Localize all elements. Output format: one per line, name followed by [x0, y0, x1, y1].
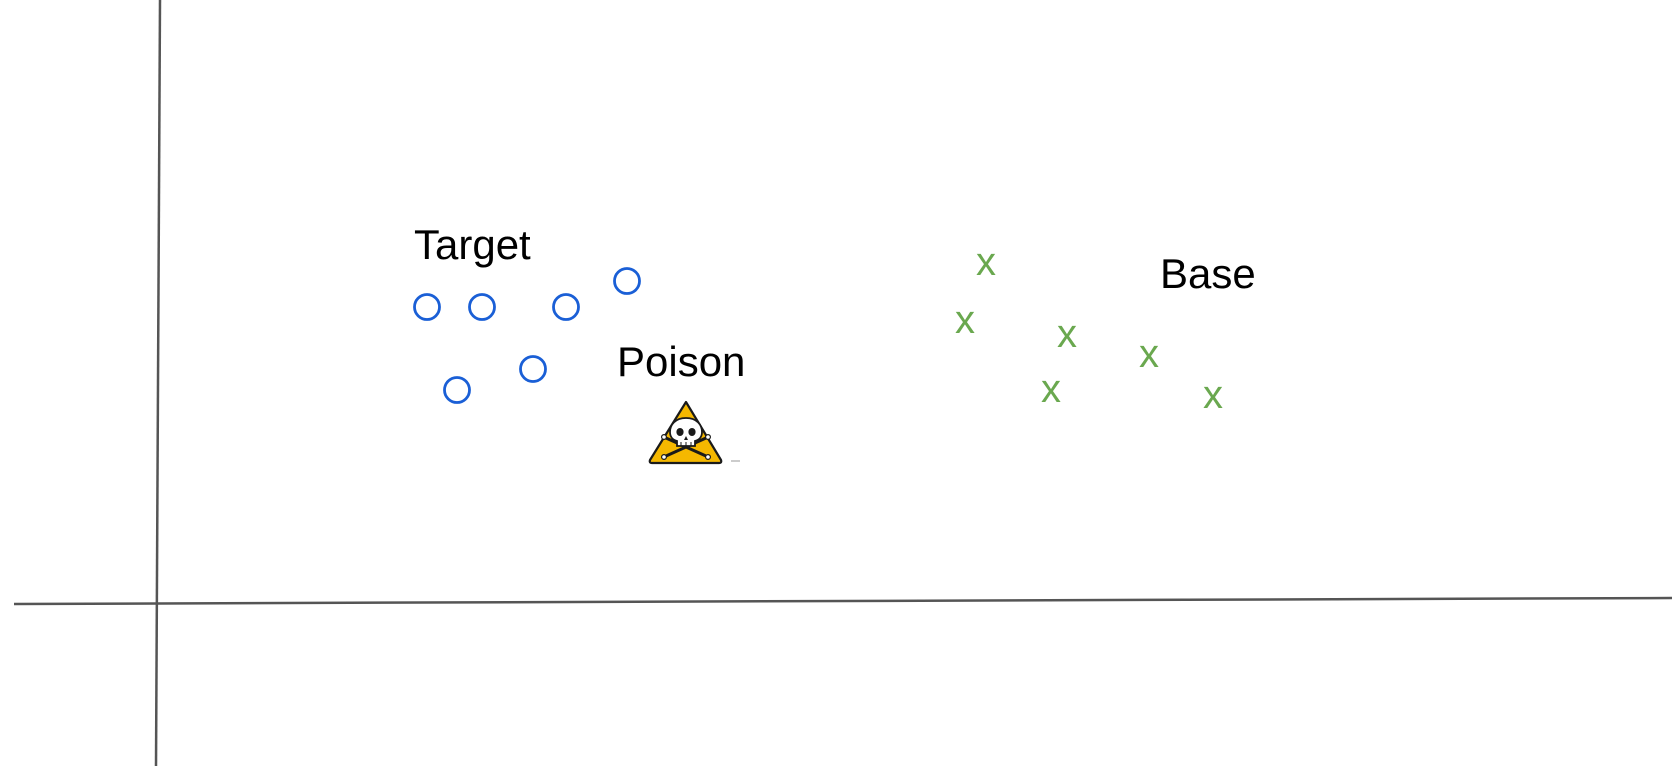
target-label: Target: [414, 221, 531, 268]
base-label: Base: [1160, 250, 1256, 297]
poison-label: Poison: [617, 338, 746, 385]
target-point: [413, 293, 441, 321]
base-point: x: [1041, 367, 1061, 411]
x-axis: [13, 596, 1672, 606]
target-point: [468, 293, 496, 321]
base-point: x: [1203, 373, 1223, 417]
base-point: x: [976, 240, 996, 284]
base-point: x: [955, 298, 975, 342]
target-point: [552, 293, 580, 321]
target-cluster: [413, 267, 641, 404]
y-axis: [154, 0, 162, 767]
base-point: x: [1057, 312, 1077, 356]
target-point: [443, 376, 471, 404]
target-point: [519, 355, 547, 383]
target-point: [613, 267, 641, 295]
base-point: x: [1139, 332, 1159, 376]
skull-and-crossbones-warning-icon: [648, 400, 740, 465]
